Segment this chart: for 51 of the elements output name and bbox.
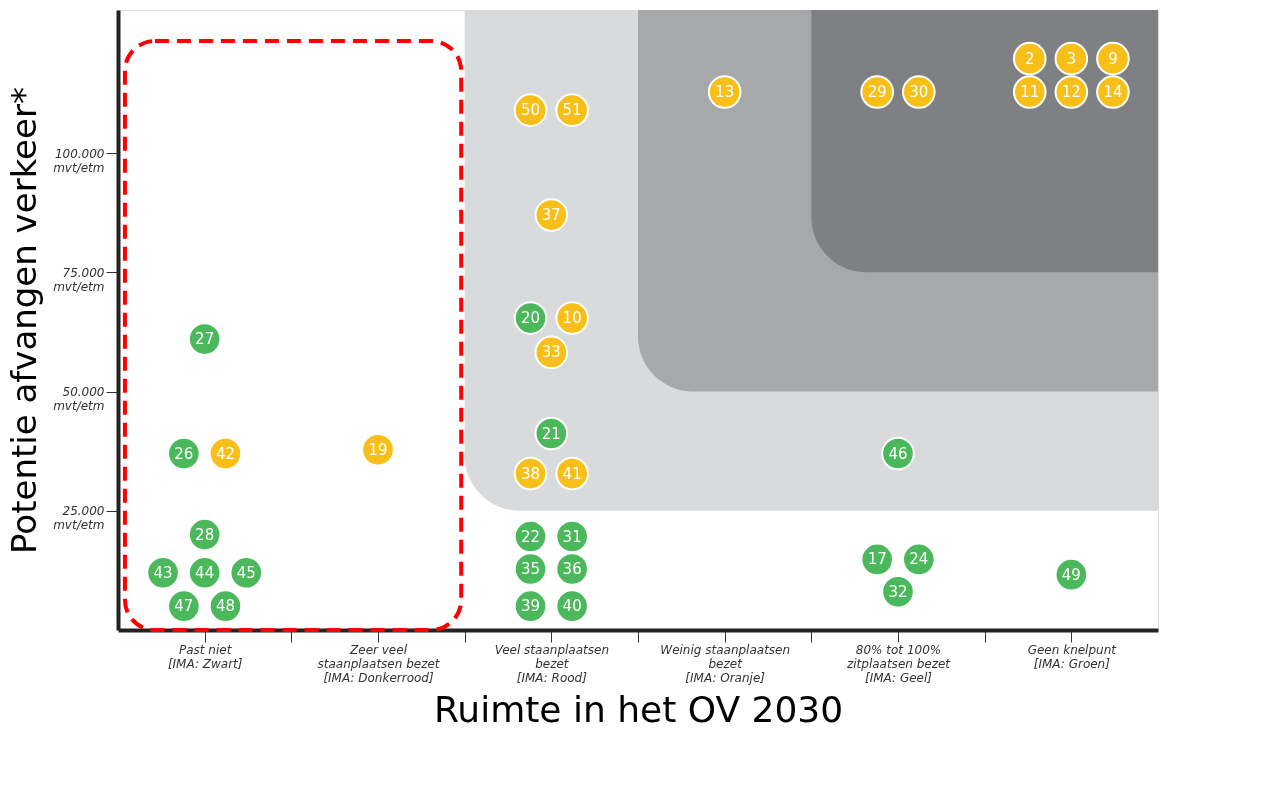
- annotation: 32: [888, 582, 908, 601]
- annotation: 36: [562, 559, 582, 578]
- annotation: 14: [1103, 83, 1123, 102]
- x-tick-label: 80% tot 100% zitplaatsen bezet [IMA: Geel]: [845, 642, 952, 685]
- annotation: 28: [195, 525, 215, 544]
- annotation: 12: [1061, 83, 1081, 102]
- annotation: 41: [562, 464, 582, 483]
- annotation: 26: [174, 444, 194, 463]
- annotation: 2: [1024, 49, 1035, 68]
- x-tick-label: Past niet [IMA: Zwart]: [167, 642, 243, 671]
- annotation: 20: [520, 309, 541, 328]
- annotation: 30: [909, 83, 929, 102]
- annotation: 10: [562, 309, 582, 328]
- annotation: 13: [715, 83, 735, 102]
- x-tick-label: Geen knelpunt [IMA: Groen]: [1027, 642, 1118, 671]
- annotation: 48: [215, 597, 236, 616]
- annotation: 3: [1066, 49, 1077, 68]
- y-tick-label: 100.000 mvt/etm: [53, 146, 105, 175]
- annotation: 27: [195, 330, 215, 349]
- x-axis-title: Ruimte in het OV 2030: [433, 688, 844, 730]
- annotation: 46: [888, 444, 908, 463]
- annotation: 50: [520, 101, 541, 120]
- annotation: 19: [368, 440, 388, 459]
- annotation: 17: [867, 550, 887, 569]
- annotation: 40: [562, 597, 582, 616]
- annotation: 29: [867, 83, 887, 102]
- annotation: 31: [562, 527, 582, 546]
- y-tick-label: 25.000 mvt/etm: [53, 504, 105, 533]
- annotation: 22: [520, 527, 541, 546]
- annotation: 21: [541, 424, 561, 443]
- annotation: 38: [520, 464, 541, 483]
- annotation: 44: [195, 563, 215, 582]
- annotation: 24: [909, 550, 929, 569]
- y-tick-label: 50.000 mvt/etm: [53, 385, 105, 414]
- x-tick-label: Weinig staanplaatsen bezet [IMA: Oranje]: [660, 642, 791, 685]
- annotation: 43: [153, 563, 173, 582]
- annotation: 49: [1061, 565, 1081, 584]
- annotation: 9: [1108, 49, 1118, 68]
- x-tick-label: Veel staanplaatsen bezet [IMA: Rood]: [494, 642, 609, 685]
- y-tick-label: 75.000 mvt/etm: [53, 265, 105, 294]
- annotation: 35: [520, 559, 541, 578]
- annotation: 39: [520, 597, 541, 616]
- annotation: 42: [215, 444, 236, 463]
- x-tick-label: Zeer veel staanplaatsen bezet [IMA: Donkerrood]: [317, 642, 441, 685]
- y-axis-title: Potentie afvangen verkeer*: [4, 87, 45, 554]
- annotation: 11: [1020, 83, 1040, 102]
- annotation: 45: [236, 563, 256, 582]
- annotation: 37: [541, 206, 561, 225]
- annotation: 33: [541, 343, 561, 362]
- annotation: 51: [562, 101, 582, 120]
- annotation: 47: [174, 597, 194, 616]
